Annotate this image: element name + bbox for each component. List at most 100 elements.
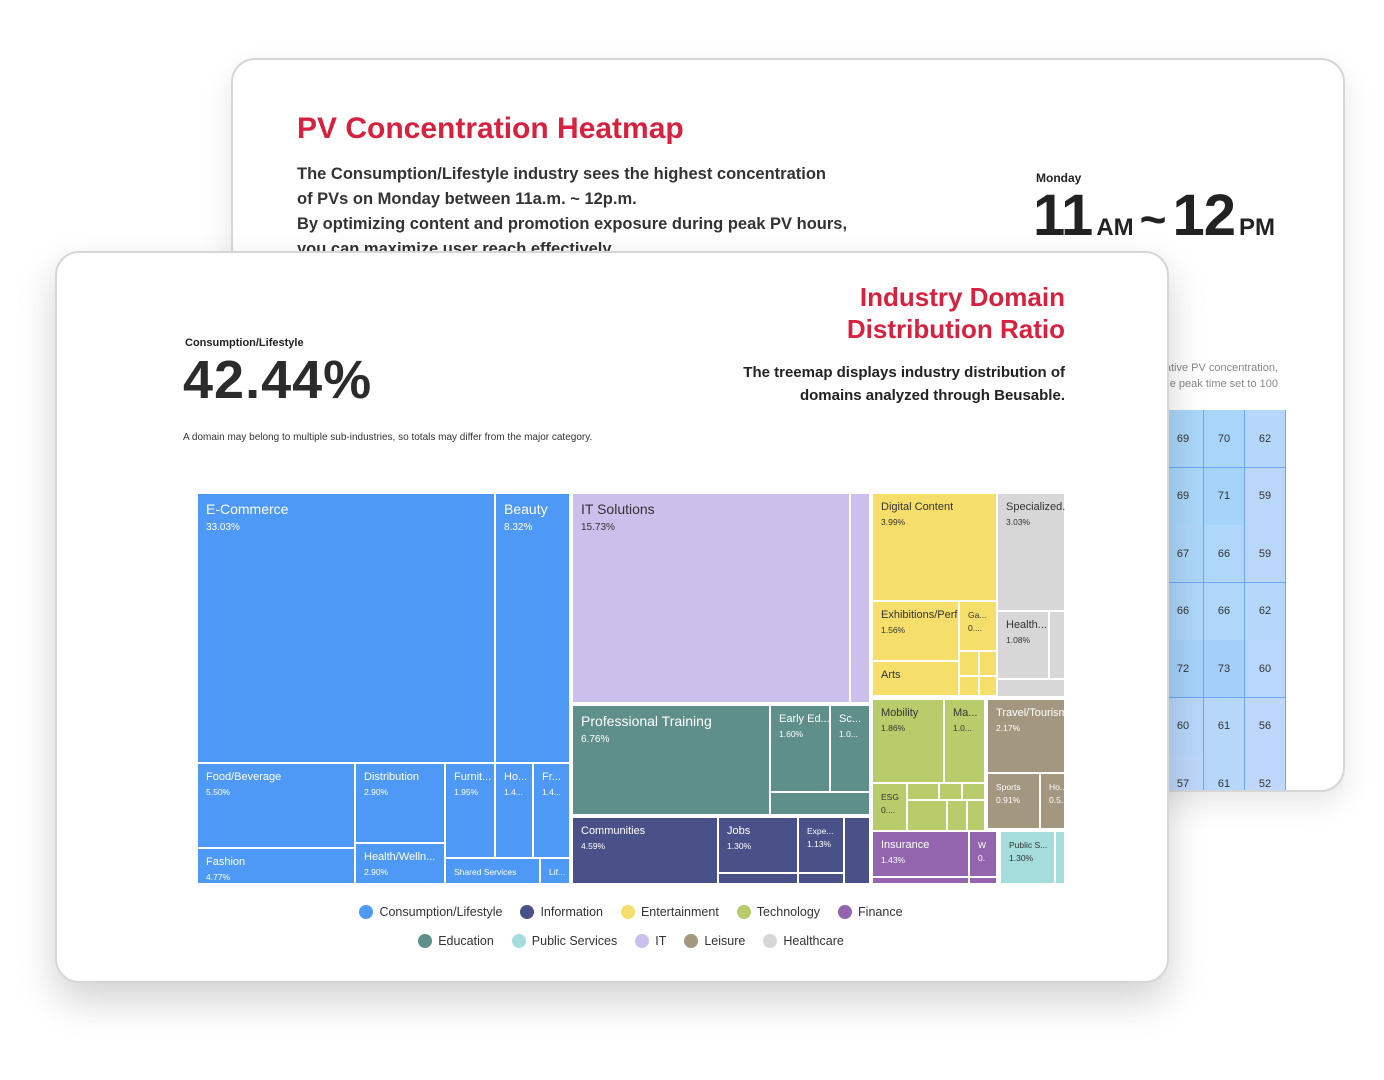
- treemap-cell-value: 5.50%: [206, 787, 231, 797]
- treemap-rect: [571, 493, 851, 704]
- treemap-cell-value: 1.0...: [953, 723, 972, 733]
- treemap-cell-name: W: [978, 840, 986, 850]
- industry-treemap: E-Commerce 33.03% Beauty 8.32% Food/Beverage…: [197, 493, 1065, 884]
- treemap-rect: [354, 842, 446, 884]
- treemap-cell-value: 0.91%: [996, 795, 1021, 805]
- treemap-rect: [444, 857, 541, 884]
- heatmap-cell: 62: [1245, 410, 1285, 467]
- treemap-cell: [968, 876, 998, 884]
- treemap-cell: [996, 678, 1065, 698]
- peak-time-range: 11 AM ~12 PM: [1033, 182, 1275, 249]
- treemap-cell-value: 8.32%: [504, 522, 532, 533]
- highlight-stat-value: 42.44%: [183, 350, 373, 410]
- legend-label: Leisure: [704, 934, 746, 948]
- treemap-cell-name: Fashion: [206, 856, 245, 868]
- treemap-cell: Public S... 1.30%: [999, 830, 1056, 884]
- treemap-cell: Jobs 1.30%: [717, 816, 799, 874]
- treemap-cell: Ma... 1.0...: [943, 698, 986, 784]
- treemap-cell: Specialized... 3.03%: [996, 493, 1065, 612]
- treemap-cell: [1054, 830, 1065, 884]
- legend-item[interactable]: Consumption/Lifestyle: [359, 905, 502, 919]
- heatmap-cell: 59: [1245, 525, 1285, 582]
- treemap-cell: Lif...: [539, 857, 571, 884]
- treemap-cell-name: Furnit...: [454, 771, 491, 783]
- treemap-rect: [769, 791, 871, 816]
- treemap-cell: Arts: [871, 660, 960, 697]
- treemap-cell: [966, 799, 986, 832]
- treemap-cell-name: Exhibitions/Perf...: [881, 609, 967, 621]
- treemap-cell: Sc... 1.0...: [829, 704, 871, 793]
- treemap-cell: Professional Training 6.76%: [571, 704, 771, 816]
- treemap-rect: [769, 704, 831, 793]
- heatmap-cell: 60: [1163, 697, 1203, 755]
- treemap-cell-name: Ma...: [953, 707, 977, 719]
- heatmap-desc-line: By optimizing content and promotion expo…: [297, 215, 848, 233]
- heatmap-cell: 59: [1245, 467, 1285, 525]
- treemap-cell-value: 33.03%: [206, 522, 240, 533]
- treemap-rect: [968, 830, 998, 878]
- heatmap-cell: 69: [1163, 467, 1203, 525]
- legend-color-dot: [684, 934, 699, 948]
- heatmap-cell: 71: [1204, 467, 1244, 525]
- treemap-rect: [968, 876, 998, 884]
- legend-item[interactable]: Finance: [838, 905, 903, 919]
- legend-color-dot: [620, 905, 635, 919]
- legend-item[interactable]: Technology: [736, 905, 820, 919]
- treemap-cell: Food/Beverage 5.50%: [197, 762, 356, 849]
- treemap-cell: Health/Welln... 2.90%: [354, 842, 446, 884]
- treemap-cell-value: 1.0...: [839, 729, 858, 739]
- treemap-rect: [938, 782, 963, 801]
- treemap-cell: Communities 4.59%: [571, 816, 719, 884]
- legend-item[interactable]: Leisure: [684, 934, 745, 948]
- treemap-card-description: The treemap displays industry distributi…: [743, 361, 1065, 407]
- legend-item[interactable]: Information: [520, 905, 603, 919]
- treemap-cell: [938, 782, 963, 801]
- treemap-cell-name: Insurance: [881, 839, 929, 851]
- treemap-cell-name: Ho...: [504, 771, 527, 783]
- legend-color-dot: [635, 934, 650, 948]
- treemap-cell-value: 6.76%: [581, 734, 609, 745]
- treemap-cell: [906, 799, 948, 832]
- treemap-rect: [978, 675, 998, 697]
- treemap-title-line: Distribution Ratio: [846, 314, 1065, 344]
- treemap-rect: [197, 493, 496, 764]
- treemap-cell: [958, 675, 980, 697]
- treemap-card-title: Industry Domain Distribution Ratio: [847, 281, 1065, 345]
- treemap-cell-name: Distribution: [364, 771, 419, 783]
- treemap-cell: Beauty 8.32%: [494, 493, 571, 764]
- legend-item[interactable]: Entertainment: [620, 905, 719, 919]
- legend-row: Education Public Services IT Leisure Healthc…: [197, 934, 1065, 948]
- treemap-cell-value: 1.60%: [779, 729, 804, 739]
- heatmap-note: ative PV concentration, he peak time set…: [1113, 360, 1278, 392]
- legend-item[interactable]: Healthcare: [763, 934, 844, 948]
- treemap-cell-value: 1.43%: [881, 855, 906, 865]
- treemap-cell-value: 1.4...: [504, 787, 523, 797]
- treemap-cell-name: Digital Content: [881, 501, 953, 513]
- treemap-rect: [829, 704, 871, 793]
- heatmap-cell: 52: [1245, 755, 1285, 790]
- treemap-cell: Furnit... 1.95%: [444, 762, 496, 859]
- treemap-rect: [871, 698, 945, 784]
- legend-item[interactable]: IT: [635, 934, 666, 948]
- treemap-rect: [871, 782, 908, 832]
- heatmap-cell: 73: [1204, 640, 1244, 697]
- treemap-rect: [906, 799, 948, 832]
- heatmap-note-line: he peak time set to 100: [1163, 378, 1278, 390]
- treemap-rect: [943, 698, 986, 784]
- legend-item[interactable]: Education: [418, 934, 494, 948]
- treemap-cell-name: IT Solutions: [581, 501, 655, 517]
- treemap-cell: Early Ed... 1.60%: [769, 704, 831, 793]
- treemap-cell-name: E-Commerce: [206, 501, 289, 517]
- treemap-cell-name: Health/Welln...: [364, 851, 435, 863]
- legend-item[interactable]: Public Services: [511, 934, 617, 948]
- treemap-rect: [999, 830, 1056, 884]
- legend-label: Entertainment: [640, 905, 719, 919]
- treemap-cell: Expe... 1.13%: [797, 816, 845, 874]
- treemap-cell-value: 1.86%: [881, 723, 906, 733]
- treemap-desc-line: domains analyzed through Beusable.: [799, 387, 1065, 404]
- treemap-cell: [978, 675, 998, 697]
- pv-heatmap-grid: 69 70 62 69 71 59 67 66 59 66 66 62 72 73 60 60 61 56 57 61…: [1163, 410, 1286, 790]
- heatmap-desc-line: The Consumption/Lifestyle industry sees …: [297, 165, 826, 183]
- heatmap-card-title: PV Concentration Heatmap: [297, 112, 684, 145]
- treemap-rect: [494, 493, 571, 764]
